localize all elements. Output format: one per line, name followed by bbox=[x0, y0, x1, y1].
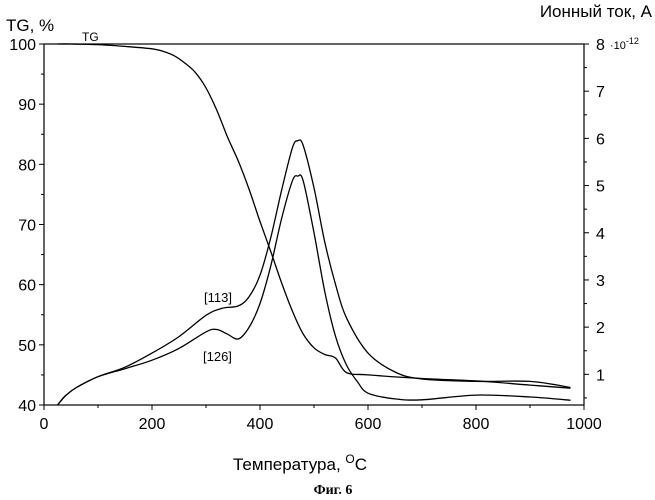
multiplier-base: ·10 bbox=[610, 40, 626, 52]
x-axis-title: Температура, OC bbox=[233, 452, 367, 474]
left-axis-label: TG, % bbox=[6, 16, 54, 35]
label-113: [113] bbox=[204, 290, 232, 305]
figure-caption: Фиг. 6 bbox=[314, 483, 353, 498]
right-tick-label: 2 bbox=[596, 320, 605, 337]
left-tick-label: 90 bbox=[18, 97, 36, 114]
right-tick-label: 4 bbox=[596, 226, 605, 243]
right-tick-label: 7 bbox=[596, 84, 605, 101]
x-tick-label: 200 bbox=[139, 416, 166, 433]
left-tick-label: 50 bbox=[18, 338, 36, 355]
multiplier-exp: -12 bbox=[626, 36, 639, 46]
left-tick-label: 60 bbox=[18, 278, 36, 295]
series-126-line bbox=[58, 175, 571, 405]
label-126: [126] bbox=[203, 349, 232, 364]
x-tick-label: 600 bbox=[355, 416, 382, 433]
tg-series-line bbox=[58, 44, 571, 388]
x-tick-label: 0 bbox=[40, 416, 49, 433]
right-tick-label: 5 bbox=[596, 179, 605, 196]
series-layer bbox=[58, 44, 571, 405]
right-tick-label: 1 bbox=[596, 367, 605, 384]
left-axis: 40 50 60 70 80 90 100 bbox=[9, 37, 44, 415]
plot-frame bbox=[44, 44, 584, 405]
ms-tg-chart: 40 50 60 70 80 90 100 1 2 3 4 5 6 7 8 0 200 400 600 800 10… bbox=[0, 0, 655, 500]
tg-curve-label: TG bbox=[82, 30, 99, 44]
x-axis-title-main: Температура, bbox=[233, 455, 345, 474]
right-axis: 1 2 3 4 5 6 7 8 bbox=[584, 37, 605, 398]
x-tick-label: 800 bbox=[463, 416, 490, 433]
left-tick-label: 100 bbox=[9, 37, 36, 54]
left-tick-label: 40 bbox=[18, 398, 36, 415]
right-tick-label: 8 bbox=[596, 37, 605, 54]
left-tick-label: 70 bbox=[18, 218, 36, 235]
x-axis: 0 200 400 600 800 1000 bbox=[40, 405, 602, 433]
x-axis-unit-sup: O bbox=[345, 452, 354, 466]
x-tick-label: 1000 bbox=[566, 416, 602, 433]
right-axis-multiplier: ·10-12 bbox=[610, 36, 639, 52]
x-axis-unit: C bbox=[355, 455, 367, 474]
right-tick-label: 6 bbox=[596, 131, 605, 148]
right-tick-label: 3 bbox=[596, 273, 605, 290]
left-tick-label: 80 bbox=[18, 157, 36, 174]
right-axis-label: Ионный ток, А bbox=[540, 2, 653, 21]
x-tick-label: 400 bbox=[247, 416, 274, 433]
